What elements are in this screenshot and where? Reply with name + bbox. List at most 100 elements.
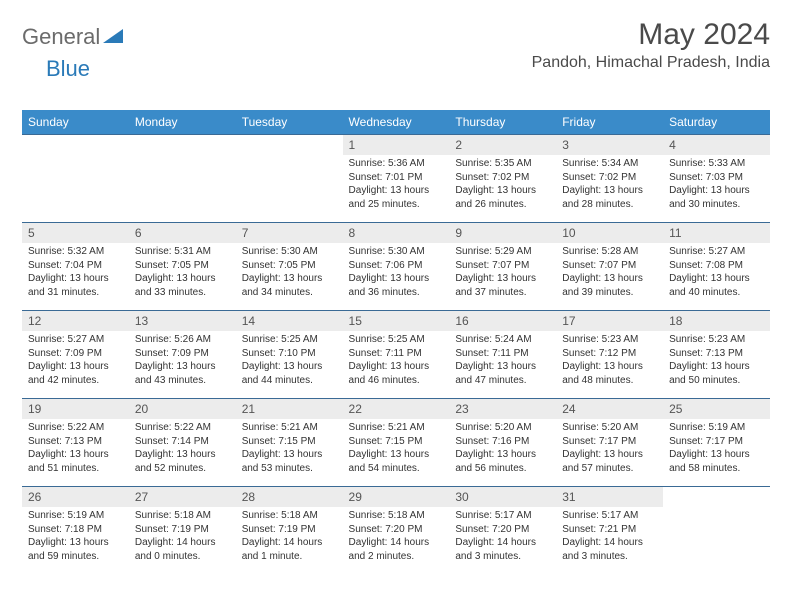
day-number: 29 — [343, 487, 450, 507]
day-cell: 28Sunrise: 5:18 AMSunset: 7:19 PMDayligh… — [236, 487, 343, 575]
day-details: Sunrise: 5:18 AMSunset: 7:19 PMDaylight:… — [236, 507, 343, 567]
day-header-friday: Friday — [556, 110, 663, 135]
day-cell: 24Sunrise: 5:20 AMSunset: 7:17 PMDayligh… — [556, 399, 663, 487]
day-cell: 27Sunrise: 5:18 AMSunset: 7:19 PMDayligh… — [129, 487, 236, 575]
day-cell: 14Sunrise: 5:25 AMSunset: 7:10 PMDayligh… — [236, 311, 343, 399]
day-header-wednesday: Wednesday — [343, 110, 450, 135]
day-details: Sunrise: 5:22 AMSunset: 7:13 PMDaylight:… — [22, 419, 129, 479]
day-cell: 11Sunrise: 5:27 AMSunset: 7:08 PMDayligh… — [663, 223, 770, 311]
day-details: Sunrise: 5:17 AMSunset: 7:21 PMDaylight:… — [556, 507, 663, 567]
day-header-row: SundayMondayTuesdayWednesdayThursdayFrid… — [22, 110, 770, 135]
day-details: Sunrise: 5:26 AMSunset: 7:09 PMDaylight:… — [129, 331, 236, 391]
day-details: Sunrise: 5:17 AMSunset: 7:20 PMDaylight:… — [449, 507, 556, 567]
day-cell: 7Sunrise: 5:30 AMSunset: 7:05 PMDaylight… — [236, 223, 343, 311]
day-number: 5 — [22, 223, 129, 243]
logo-triangle-icon — [103, 27, 123, 48]
day-details: Sunrise: 5:30 AMSunset: 7:06 PMDaylight:… — [343, 243, 450, 303]
day-cell: 12Sunrise: 5:27 AMSunset: 7:09 PMDayligh… — [22, 311, 129, 399]
week-row: 1Sunrise: 5:36 AMSunset: 7:01 PMDaylight… — [22, 135, 770, 223]
day-cell: 4Sunrise: 5:33 AMSunset: 7:03 PMDaylight… — [663, 135, 770, 223]
day-cell — [22, 135, 129, 223]
day-number: 8 — [343, 223, 450, 243]
day-number: 7 — [236, 223, 343, 243]
logo-text-blue: Blue — [46, 56, 90, 81]
day-details: Sunrise: 5:35 AMSunset: 7:02 PMDaylight:… — [449, 155, 556, 215]
day-number: 19 — [22, 399, 129, 419]
week-row: 19Sunrise: 5:22 AMSunset: 7:13 PMDayligh… — [22, 399, 770, 487]
day-number: 16 — [449, 311, 556, 331]
day-details: Sunrise: 5:21 AMSunset: 7:15 PMDaylight:… — [236, 419, 343, 479]
day-details: Sunrise: 5:20 AMSunset: 7:17 PMDaylight:… — [556, 419, 663, 479]
day-details: Sunrise: 5:28 AMSunset: 7:07 PMDaylight:… — [556, 243, 663, 303]
day-number: 11 — [663, 223, 770, 243]
day-details: Sunrise: 5:25 AMSunset: 7:11 PMDaylight:… — [343, 331, 450, 391]
day-details: Sunrise: 5:27 AMSunset: 7:08 PMDaylight:… — [663, 243, 770, 303]
day-cell: 21Sunrise: 5:21 AMSunset: 7:15 PMDayligh… — [236, 399, 343, 487]
day-cell: 9Sunrise: 5:29 AMSunset: 7:07 PMDaylight… — [449, 223, 556, 311]
day-number: 14 — [236, 311, 343, 331]
day-cell — [663, 487, 770, 575]
day-number: 26 — [22, 487, 129, 507]
day-cell: 3Sunrise: 5:34 AMSunset: 7:02 PMDaylight… — [556, 135, 663, 223]
week-row: 5Sunrise: 5:32 AMSunset: 7:04 PMDaylight… — [22, 223, 770, 311]
day-cell: 15Sunrise: 5:25 AMSunset: 7:11 PMDayligh… — [343, 311, 450, 399]
day-details: Sunrise: 5:36 AMSunset: 7:01 PMDaylight:… — [343, 155, 450, 215]
day-details: Sunrise: 5:23 AMSunset: 7:13 PMDaylight:… — [663, 331, 770, 391]
day-details: Sunrise: 5:24 AMSunset: 7:11 PMDaylight:… — [449, 331, 556, 391]
day-cell: 29Sunrise: 5:18 AMSunset: 7:20 PMDayligh… — [343, 487, 450, 575]
day-details: Sunrise: 5:25 AMSunset: 7:10 PMDaylight:… — [236, 331, 343, 391]
week-row: 12Sunrise: 5:27 AMSunset: 7:09 PMDayligh… — [22, 311, 770, 399]
logo-text-general: General — [22, 24, 100, 50]
day-details: Sunrise: 5:19 AMSunset: 7:17 PMDaylight:… — [663, 419, 770, 479]
day-number: 24 — [556, 399, 663, 419]
day-number: 10 — [556, 223, 663, 243]
day-cell: 26Sunrise: 5:19 AMSunset: 7:18 PMDayligh… — [22, 487, 129, 575]
day-header-thursday: Thursday — [449, 110, 556, 135]
day-details: Sunrise: 5:31 AMSunset: 7:05 PMDaylight:… — [129, 243, 236, 303]
day-number: 9 — [449, 223, 556, 243]
day-cell: 2Sunrise: 5:35 AMSunset: 7:02 PMDaylight… — [449, 135, 556, 223]
day-number: 21 — [236, 399, 343, 419]
day-number: 3 — [556, 135, 663, 155]
day-details: Sunrise: 5:33 AMSunset: 7:03 PMDaylight:… — [663, 155, 770, 215]
day-cell: 10Sunrise: 5:28 AMSunset: 7:07 PMDayligh… — [556, 223, 663, 311]
day-details: Sunrise: 5:18 AMSunset: 7:20 PMDaylight:… — [343, 507, 450, 567]
day-header-monday: Monday — [129, 110, 236, 135]
day-details: Sunrise: 5:27 AMSunset: 7:09 PMDaylight:… — [22, 331, 129, 391]
day-cell: 30Sunrise: 5:17 AMSunset: 7:20 PMDayligh… — [449, 487, 556, 575]
day-cell: 19Sunrise: 5:22 AMSunset: 7:13 PMDayligh… — [22, 399, 129, 487]
day-details: Sunrise: 5:21 AMSunset: 7:15 PMDaylight:… — [343, 419, 450, 479]
day-number: 25 — [663, 399, 770, 419]
day-cell: 5Sunrise: 5:32 AMSunset: 7:04 PMDaylight… — [22, 223, 129, 311]
day-number: 30 — [449, 487, 556, 507]
day-details: Sunrise: 5:30 AMSunset: 7:05 PMDaylight:… — [236, 243, 343, 303]
day-cell — [129, 135, 236, 223]
day-details: Sunrise: 5:34 AMSunset: 7:02 PMDaylight:… — [556, 155, 663, 215]
day-details: Sunrise: 5:20 AMSunset: 7:16 PMDaylight:… — [449, 419, 556, 479]
month-title: May 2024 — [532, 18, 770, 52]
day-number: 22 — [343, 399, 450, 419]
day-cell: 18Sunrise: 5:23 AMSunset: 7:13 PMDayligh… — [663, 311, 770, 399]
day-details: Sunrise: 5:23 AMSunset: 7:12 PMDaylight:… — [556, 331, 663, 391]
day-header-tuesday: Tuesday — [236, 110, 343, 135]
day-number: 4 — [663, 135, 770, 155]
day-number: 28 — [236, 487, 343, 507]
day-cell: 1Sunrise: 5:36 AMSunset: 7:01 PMDaylight… — [343, 135, 450, 223]
day-cell — [236, 135, 343, 223]
day-cell: 31Sunrise: 5:17 AMSunset: 7:21 PMDayligh… — [556, 487, 663, 575]
day-number: 13 — [129, 311, 236, 331]
day-details: Sunrise: 5:19 AMSunset: 7:18 PMDaylight:… — [22, 507, 129, 567]
day-cell: 13Sunrise: 5:26 AMSunset: 7:09 PMDayligh… — [129, 311, 236, 399]
day-header-sunday: Sunday — [22, 110, 129, 135]
day-number: 12 — [22, 311, 129, 331]
calendar-table: SundayMondayTuesdayWednesdayThursdayFrid… — [22, 110, 770, 575]
day-cell: 16Sunrise: 5:24 AMSunset: 7:11 PMDayligh… — [449, 311, 556, 399]
day-cell: 23Sunrise: 5:20 AMSunset: 7:16 PMDayligh… — [449, 399, 556, 487]
day-number: 2 — [449, 135, 556, 155]
day-number: 17 — [556, 311, 663, 331]
day-number: 27 — [129, 487, 236, 507]
logo: General — [22, 24, 125, 50]
day-cell: 22Sunrise: 5:21 AMSunset: 7:15 PMDayligh… — [343, 399, 450, 487]
day-details: Sunrise: 5:29 AMSunset: 7:07 PMDaylight:… — [449, 243, 556, 303]
day-number: 15 — [343, 311, 450, 331]
